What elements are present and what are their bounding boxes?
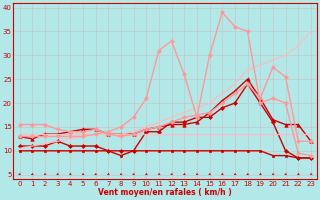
X-axis label: Vent moyen/en rafales ( km/h ): Vent moyen/en rafales ( km/h ): [98, 188, 232, 197]
